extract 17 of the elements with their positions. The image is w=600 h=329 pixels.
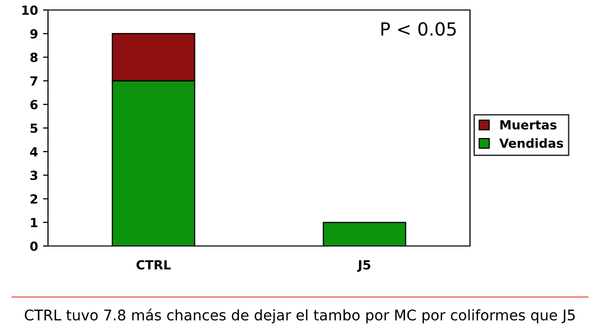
y-tick-label: 6 — [30, 100, 38, 110]
y-tick-label: 7 — [30, 76, 38, 86]
y-tick-label: 4 — [30, 147, 38, 156]
y-tick-label: 5 — [30, 124, 38, 133]
y-tick-label: 1 — [30, 218, 38, 228]
y-tick-label: 3 — [30, 170, 38, 180]
y-tick-label: 2 — [30, 194, 38, 204]
y-tick-label: 0 — [30, 241, 38, 251]
x-tick-label: J5 — [357, 260, 370, 272]
annotation: P < 0.05 — [381, 22, 456, 36]
y-tick-label: 10 — [22, 5, 38, 15]
y-tick-label: 9 — [30, 29, 38, 39]
text: CTRL tuvo 7.8 más chances de dejar el tambo por MC por coliformes que J5 — [24, 308, 575, 324]
legend-label: Vendidas — [499, 138, 564, 148]
y-tick-label: 8 — [30, 52, 38, 62]
legend-label: Muertas — [500, 120, 556, 130]
x-tick-label: CTRL — [136, 260, 171, 270]
